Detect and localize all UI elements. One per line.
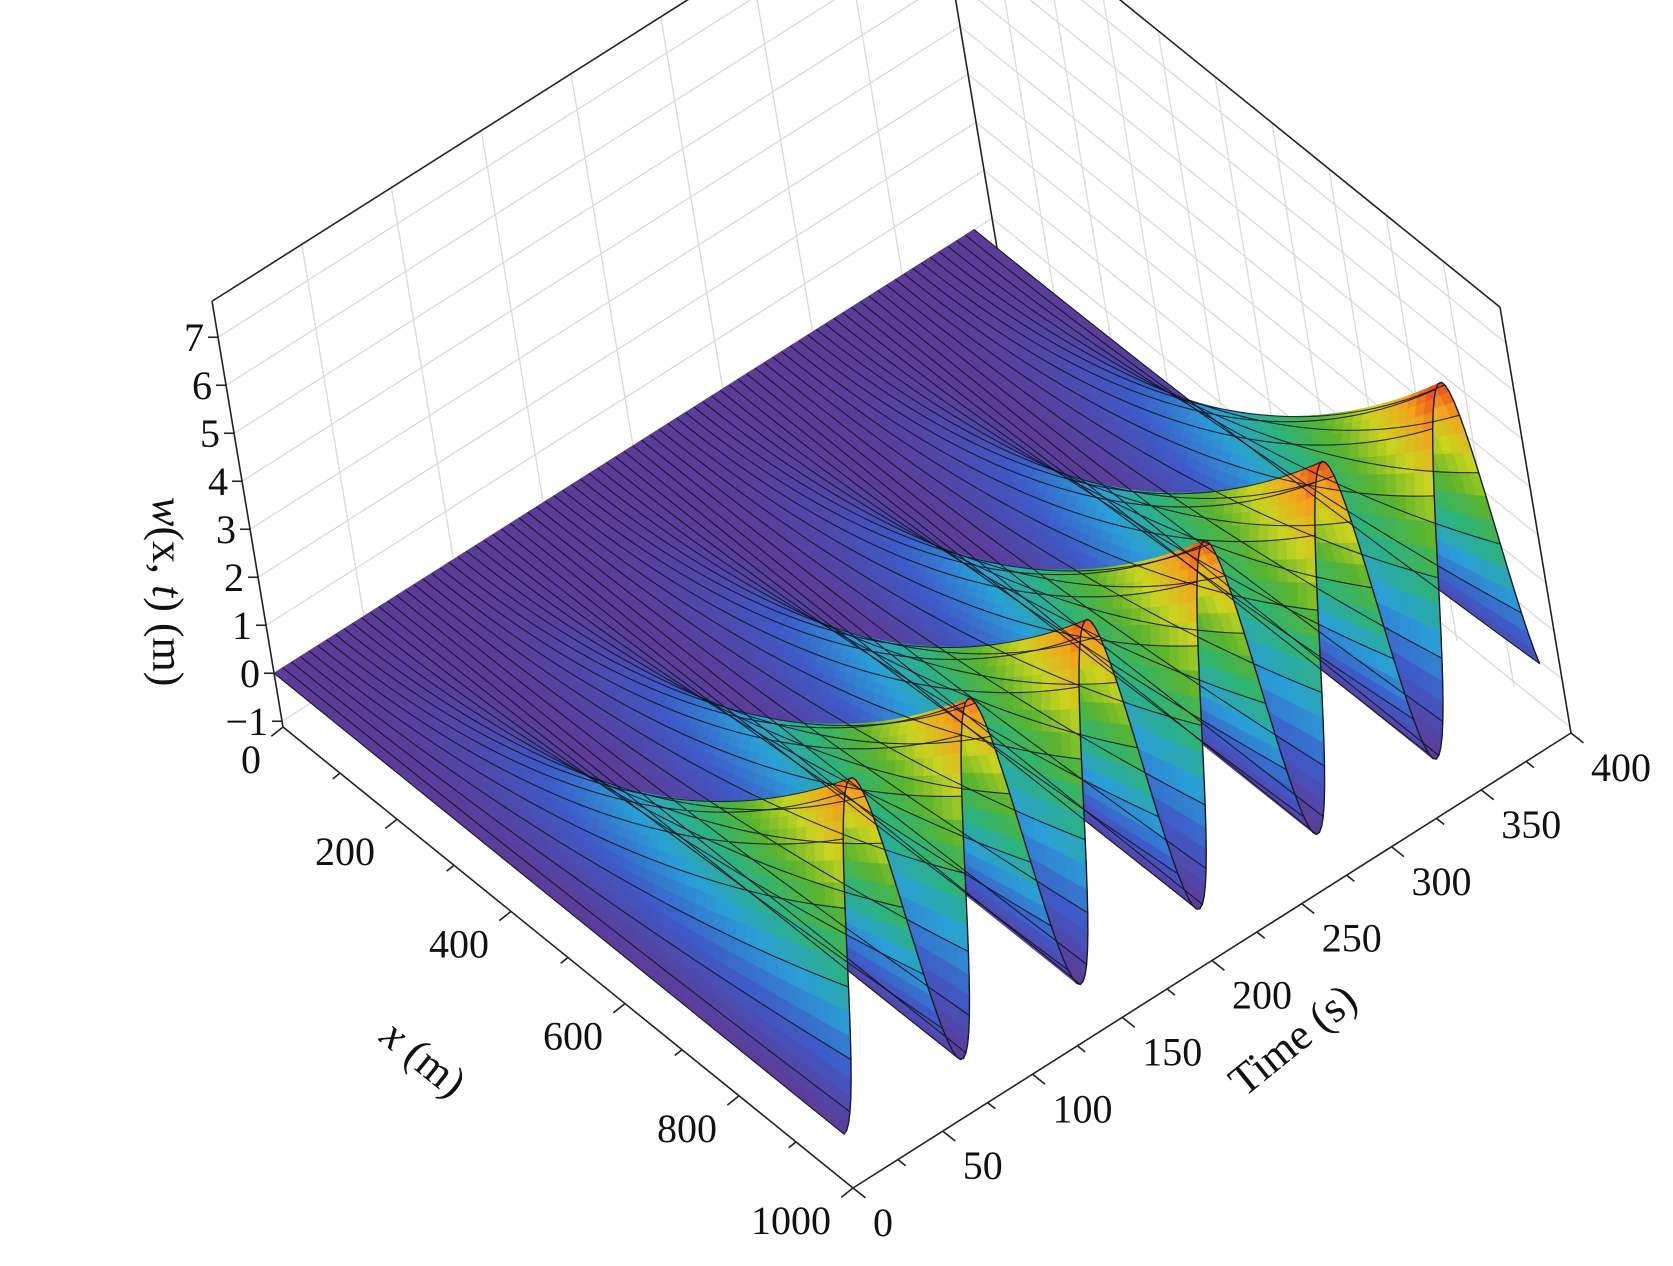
surface-patch [1249, 541, 1259, 560]
surface-patch [1417, 546, 1428, 575]
surface-patch [1387, 423, 1397, 439]
surface-patch [1203, 515, 1214, 527]
surface-patch [1202, 527, 1213, 541]
surface-patch [1278, 504, 1288, 522]
surface-patch [1287, 502, 1297, 520]
surface-patch [1240, 525, 1250, 541]
surface-patch [1297, 537, 1307, 560]
grid-line-t [930, 0, 1001, 272]
surface-patch [1298, 583, 1309, 609]
surface-patch [1368, 475, 1378, 495]
surface-patch [1424, 471, 1434, 496]
surface-patch [1348, 474, 1358, 493]
surface-patch [1405, 434, 1414, 454]
surface-patch [1358, 475, 1368, 494]
surface-patch [1418, 572, 1429, 602]
surface-patch [1387, 438, 1397, 456]
surface-patch [1396, 436, 1406, 455]
surface-patch [1424, 449, 1434, 473]
surface-patch [1297, 517, 1306, 538]
surface-patch [1359, 429, 1369, 443]
surface-patch [1358, 442, 1368, 458]
surface-patch [1297, 500, 1307, 519]
surface-patch [1396, 496, 1406, 520]
surface-patch [1377, 439, 1387, 456]
grid-line-t [751, 0, 822, 386]
grid-line-t [571, 74, 642, 500]
surface-patch [1396, 421, 1406, 438]
surface-patch [1339, 458, 1349, 474]
surface-patch [1368, 535, 1378, 560]
surface-patch [1288, 582, 1298, 607]
surface-patch [1406, 496, 1416, 521]
surface-patch [1387, 455, 1396, 475]
surface-patch [1287, 538, 1297, 560]
surface-patch [1212, 527, 1222, 541]
surface-patch [1269, 603, 1279, 628]
surface-patch [1249, 559, 1259, 580]
surface-patch [1260, 623, 1271, 649]
surface-patch [1350, 431, 1360, 444]
surface-patch [1405, 473, 1415, 496]
surface-patch [1231, 513, 1241, 527]
surface-patch [1259, 523, 1269, 541]
grid-line-t [392, 187, 463, 613]
surface-patch [1340, 444, 1350, 458]
surface-patch [1320, 445, 1331, 458]
surface-patch [1306, 558, 1316, 583]
surface-patch [1377, 516, 1387, 540]
surface-patch [1424, 429, 1433, 451]
surface-patch [1358, 512, 1368, 535]
surface-patch [1230, 541, 1240, 558]
surface-patch [1282, 443, 1293, 455]
surface-patch [1341, 432, 1352, 445]
surface-patch [1396, 474, 1406, 496]
surface-patch [1405, 452, 1415, 474]
back-edge [930, 0, 1001, 272]
grid-line-t [481, 131, 552, 557]
surface-patch [1414, 431, 1423, 452]
surface-patch [1415, 472, 1425, 496]
grid-line-w [218, 0, 1506, 343]
grid-line-t [661, 17, 732, 443]
surface-patch [1416, 521, 1427, 548]
grid-line-x [930, 0, 1001, 272]
surface-patch [1405, 418, 1415, 436]
surface-patch [1377, 475, 1387, 496]
surface-patch [1368, 441, 1378, 458]
surface-patch [1240, 597, 1250, 620]
surface-patch [1348, 492, 1358, 513]
surface-patch [1306, 497, 1315, 517]
surface-patch [1331, 433, 1342, 445]
surface-patch [1230, 558, 1240, 577]
surface-patch [1278, 539, 1288, 560]
surface-patch [1268, 540, 1277, 560]
surface-patch [1378, 425, 1388, 440]
surface-patch [1397, 519, 1408, 545]
surface-patch [1297, 559, 1307, 583]
surface-patch [1368, 457, 1378, 475]
surface-patch [1298, 608, 1309, 636]
top-edge-t [212, 0, 930, 301]
surface-patch [1221, 541, 1231, 558]
surface-patch [1407, 520, 1418, 547]
surface-patch [1396, 454, 1405, 475]
surface-patch [1349, 443, 1359, 458]
surface-patch [1172, 536, 1183, 551]
surface-patch [1290, 631, 1301, 659]
surface-patch [1358, 457, 1368, 474]
surface-patch [1250, 525, 1260, 542]
surface-patch [1387, 474, 1397, 495]
surface-patch [1259, 541, 1269, 560]
surface-patch [1231, 526, 1241, 541]
surface-patch [1398, 566, 1409, 594]
surface-patch [1278, 560, 1288, 583]
surface-patch [1306, 535, 1316, 559]
surface-patch [1377, 495, 1387, 518]
grid-line-t [302, 244, 373, 670]
